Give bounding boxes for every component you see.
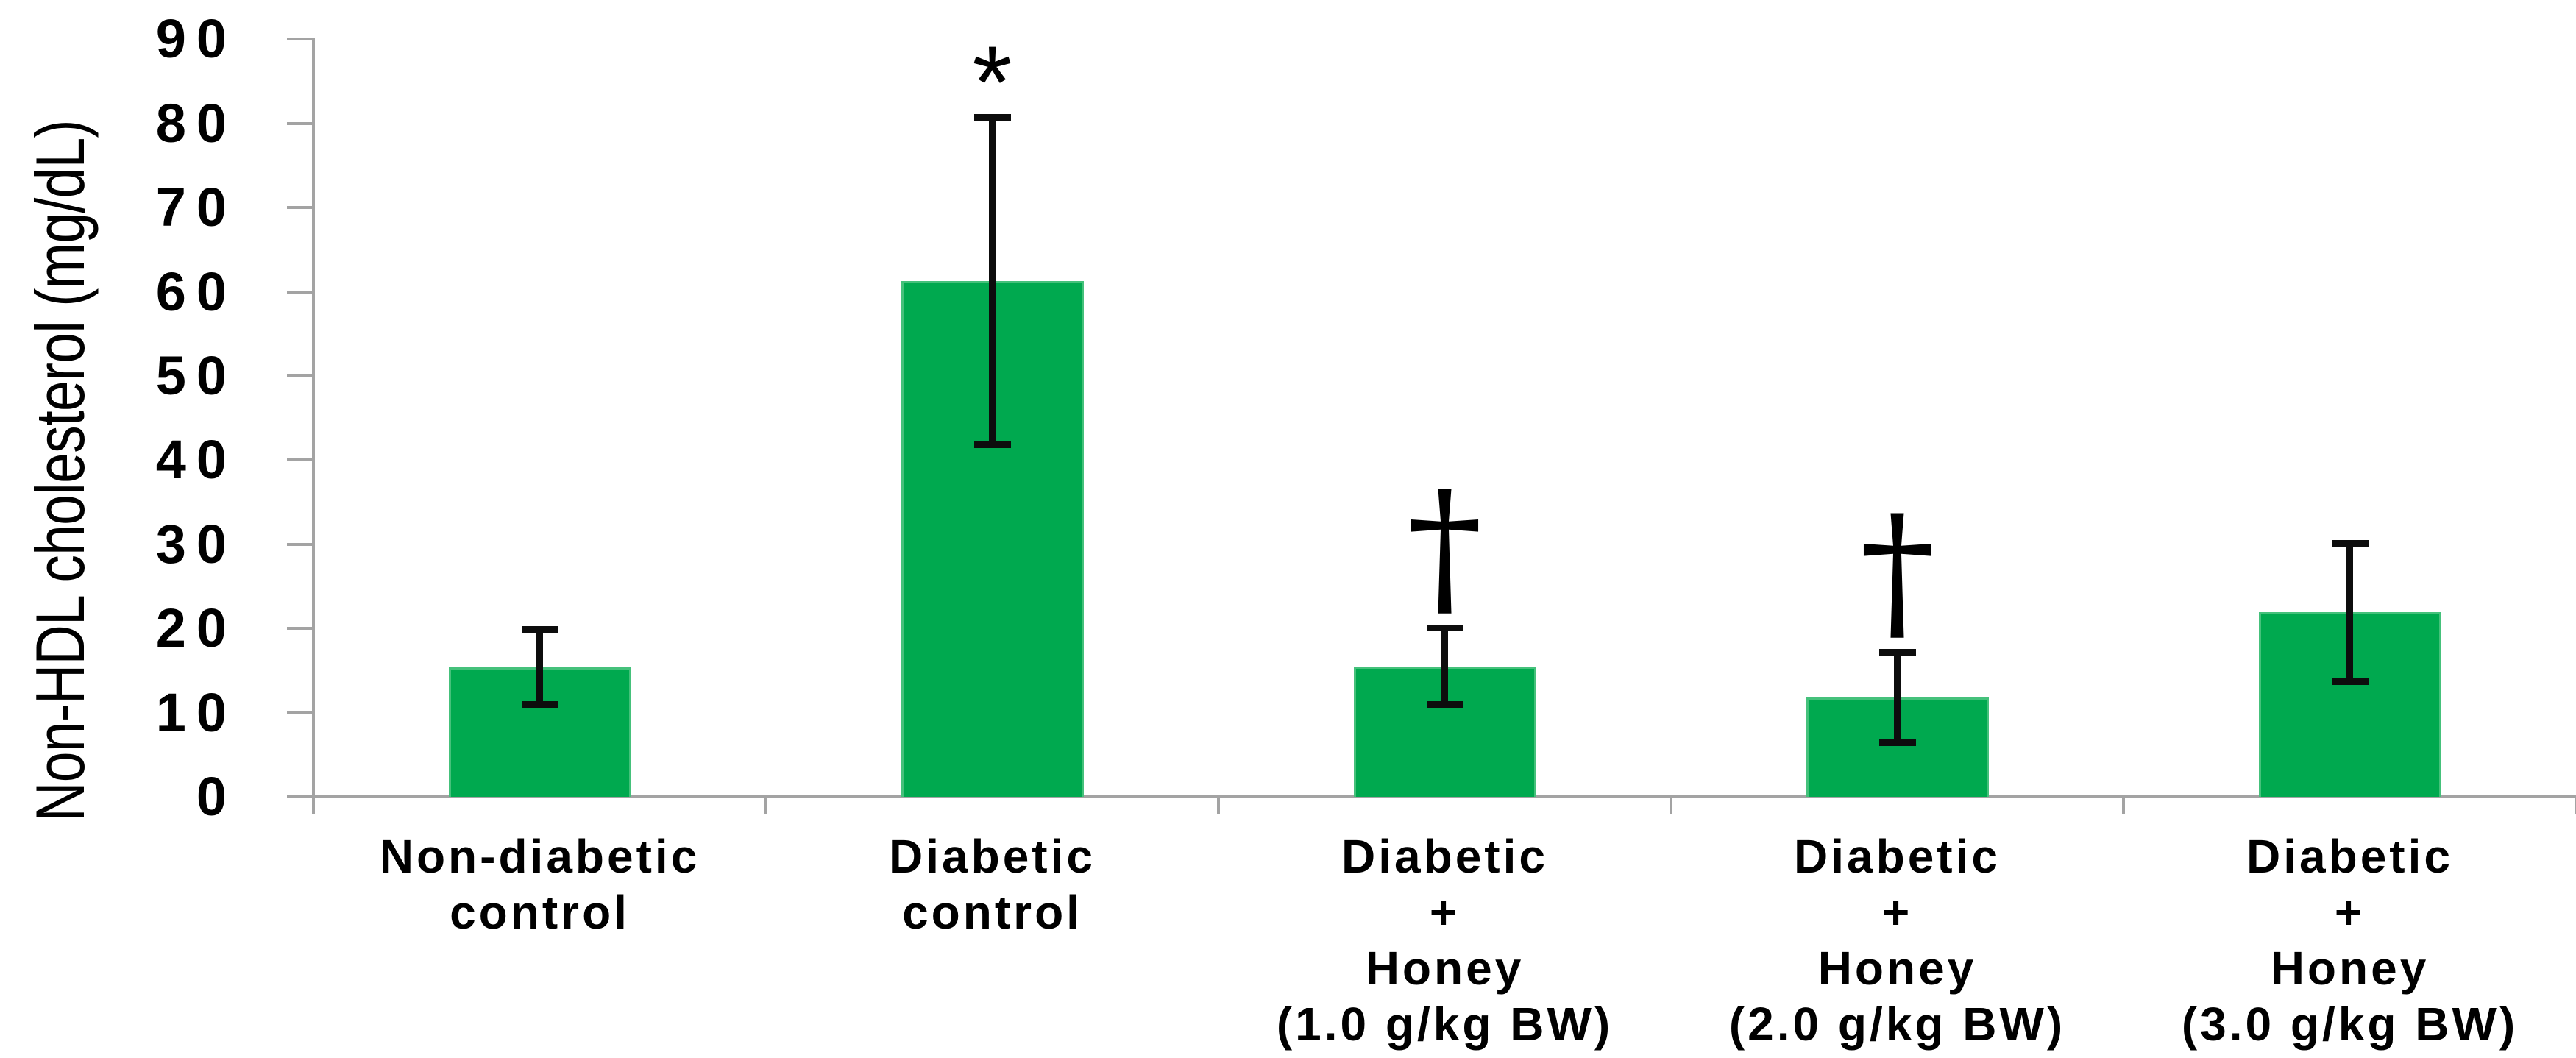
x-category-label-line: Honey [2270,942,2430,995]
y-tick-mark [287,121,313,125]
x-category-label: Diabetic + Honey (2.0 g/kg BW) [1671,828,2123,1052]
y-axis-line [312,38,315,814]
x-category-label-line: (3.0 g/kg BW) [2181,998,2519,1051]
significance-marker: * [972,24,1012,140]
error-bar-cap [973,441,1011,448]
x-category-label: Diabetic + Honey (3.0 g/kg BW) [2123,828,2576,1052]
error-bar-cap [1878,649,1916,656]
category-boundary-tick [1217,797,1220,814]
x-axis-line [312,795,2576,798]
y-tick-label: 70 [155,177,237,238]
y-tick-label: 60 [155,260,237,322]
error-bar [1441,628,1448,706]
y-tick-label: 20 [155,597,237,659]
error-bar [2346,542,2353,683]
x-category-label-line: Diabetic [2246,830,2453,883]
x-category-label-line: control [450,886,630,939]
category-boundary-tick [1670,797,1672,814]
y-tick-label: 30 [155,513,237,575]
y-tick-label: 40 [155,429,237,491]
x-category-label-line: Diabetic [1341,830,1548,883]
x-category-label-line: Honey [1817,942,1977,995]
x-category-label-line: + [1881,886,1913,939]
y-tick-mark [287,458,313,462]
y-tick-mark [287,290,313,294]
error-bar-cap [2331,539,2369,547]
category-boundary-tick [312,797,315,814]
x-category-label-line: (1.0 g/kg BW) [1276,998,1614,1051]
y-tick-label: 80 [155,92,237,154]
x-category-label: Non-diabetic control [313,828,766,940]
error-bar-cap [521,626,558,633]
x-category-label: Diabetic + Honey (1.0 g/kg BW) [1218,828,1671,1052]
y-tick-mark [287,206,313,210]
category-boundary-tick [764,797,767,814]
error-bar-cap [1426,625,1463,632]
category-boundary-tick [2575,797,2576,814]
y-tick-label: 90 [155,8,237,70]
y-tick-mark [287,711,313,714]
y-tick-label: 0 [196,766,237,827]
x-category-label-line: Non-diabetic [379,830,700,883]
y-tick-mark [287,542,313,546]
y-tick-mark [287,627,313,631]
x-category-label-line: Diabetic [889,830,1096,883]
bar [2258,612,2441,797]
y-tick-mark [287,374,313,377]
x-category-label: Diabetic control [766,828,1218,940]
error-bar [536,629,543,706]
x-category-label-line: + [1429,886,1461,939]
x-category-label-line: (2.0 g/kg BW) [1728,998,2066,1051]
error-bar-cap [1426,701,1463,709]
error-bar [1894,652,1901,743]
error-bar-cap [1878,739,1916,746]
x-category-label-line: + [2334,886,2366,939]
category-boundary-tick [2122,797,2125,814]
y-tick-mark [287,795,313,798]
y-tick-label: 10 [155,681,237,743]
error-bar-cap [521,701,558,709]
error-bar-cap [973,113,1011,121]
x-category-label-line: control [902,886,1082,939]
error-bar [989,116,996,445]
significance-marker: † [1407,460,1483,636]
significance-marker: † [1859,484,1935,660]
y-tick-mark [287,38,313,41]
x-category-label-line: Diabetic [1794,830,2001,883]
error-bar-cap [2331,678,2369,686]
x-category-label-line: Honey [1365,942,1525,995]
y-tick-label: 50 [155,345,237,406]
